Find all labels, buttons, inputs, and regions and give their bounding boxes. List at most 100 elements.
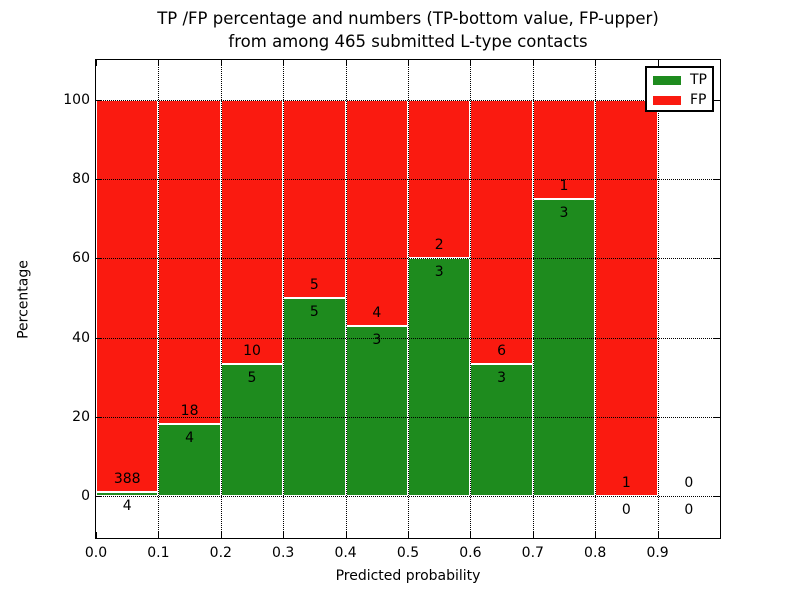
tp-count-label: 0: [621, 502, 631, 518]
fp-count-label: 2: [434, 237, 444, 254]
x-tick-label: 0.4: [334, 545, 357, 561]
x-axis-label: Predicted probability: [335, 568, 481, 584]
legend-entry-FP: FP: [653, 92, 712, 108]
fp-count-label: 6: [497, 343, 507, 359]
y-tick-mark: [96, 258, 102, 260]
x-tick-mark: [532, 532, 534, 538]
gridline-x-0.6: [470, 60, 472, 538]
y-tick-label: 80: [72, 171, 90, 188]
fp-count-label: 4: [372, 305, 382, 322]
bar-fp-0.6-0.7: [470, 100, 533, 364]
plot-area: 388 4 18 4 10 5 5 5 4 3 2 3 6 3 1 3 1 0 0 0: [95, 59, 721, 539]
y-tick-mark: [96, 416, 102, 418]
y-tick-label: 40: [72, 329, 90, 346]
gridline-x-0.5: [408, 60, 409, 538]
tp-count-label: 4: [185, 430, 195, 446]
x-tick-mark: [470, 532, 472, 538]
fp-count-label: 10: [243, 343, 261, 359]
x-tick-mark: [283, 60, 285, 66]
y-tick-label: 100: [63, 92, 90, 108]
x-tick-label: 0.6: [459, 545, 482, 561]
x-tick-mark: [220, 60, 222, 66]
chart-title-line2: from among 465 submitted L-type contacts: [228, 32, 588, 51]
legend-swatch-TP: [653, 75, 681, 85]
legend-label: FP: [690, 92, 707, 108]
y-tick-mark: [714, 416, 720, 418]
gridline-x-0.9: [657, 60, 659, 538]
bar-tp-0.6-0.7: [470, 364, 533, 496]
gridline-x-0.4: [345, 60, 347, 538]
x-tick-mark: [657, 60, 659, 66]
x-tick-label: 0.7: [521, 545, 544, 561]
x-tick-mark: [96, 532, 97, 538]
x-tick-label: 0.0: [84, 545, 108, 561]
tp-count-label: 3: [559, 205, 569, 221]
gridline-x-0.8: [595, 60, 597, 538]
tp-count-label: 0: [684, 502, 694, 518]
x-tick-mark: [595, 60, 597, 66]
x-tick-mark: [408, 60, 409, 66]
fp-count-label: 0: [684, 475, 694, 491]
chart-title: TP /FP percentage and numbers (TP-bottom…: [96, 7, 720, 53]
bar-tp-0.0-0.1: [96, 491, 159, 496]
x-tick-mark: [470, 60, 472, 66]
x-tick-mark: [595, 532, 597, 538]
gridline-x-0.7: [532, 60, 534, 538]
bar-fp-0.0-0.1: [96, 100, 159, 492]
bar-tp-0.3-0.4: [283, 298, 346, 496]
y-tick-label: 20: [72, 408, 90, 425]
gridline-x-0.1: [158, 60, 160, 538]
x-tick-mark: [283, 532, 285, 538]
tp-count-label: 3: [372, 332, 382, 349]
x-tick-mark: [345, 60, 347, 66]
y-tick-label: 0: [81, 488, 90, 504]
legend-swatch-FP: [653, 95, 681, 105]
x-tick-label: 0.1: [147, 545, 170, 561]
y-tick-label: 60: [72, 250, 90, 267]
tp-count-label: 3: [434, 264, 444, 281]
bar-fp-0.3-0.4: [283, 100, 346, 298]
tp-count-label: 3: [497, 370, 507, 386]
tp-count-label: 5: [309, 304, 319, 320]
gridline-x-0.3: [283, 60, 285, 538]
y-tick-mark: [714, 337, 720, 339]
bar-tp-0.1-0.2: [158, 424, 221, 496]
x-tick-mark: [657, 532, 659, 538]
tp-count-label: 5: [247, 370, 257, 386]
y-tick-mark: [96, 496, 102, 497]
y-tick-mark: [714, 496, 720, 497]
legend: TP FP: [645, 66, 714, 112]
y-tick-mark: [96, 337, 102, 339]
legend-label: TP: [690, 72, 707, 88]
x-tick-mark: [408, 532, 409, 538]
legend-entry-TP: TP: [653, 72, 712, 88]
tp-count-label: 4: [122, 497, 132, 514]
bar-fp-0.1-0.2: [158, 100, 221, 424]
chart-title-line1: TP /FP percentage and numbers (TP-bottom…: [157, 9, 659, 28]
x-tick-label: 0.5: [396, 545, 420, 561]
x-tick-mark: [158, 60, 160, 66]
x-tick-label: 0.8: [584, 545, 607, 561]
bar-tp-0.7-0.8: [532, 199, 596, 496]
bar-fp-0.8-0.9: [595, 100, 658, 496]
fp-count-label: 1: [621, 475, 631, 491]
x-tick-mark: [532, 60, 534, 66]
x-tick-label: 0.2: [209, 545, 232, 561]
fp-count-label: 388: [113, 470, 141, 487]
y-tick-mark: [714, 100, 720, 101]
x-tick-label: 0.3: [272, 545, 295, 561]
fp-count-label: 1: [559, 178, 569, 194]
x-tick-mark: [158, 532, 160, 538]
fp-count-label: 5: [309, 277, 319, 293]
y-tick-mark: [714, 179, 720, 181]
bar-tp-0.4-0.5: [345, 326, 408, 496]
y-tick-mark: [96, 100, 102, 101]
x-tick-mark: [345, 532, 347, 538]
x-tick-mark: [96, 60, 97, 66]
y-tick-mark: [96, 179, 102, 181]
bar-tp-0.5-0.6: [408, 258, 471, 496]
y-axis-label: Percentage: [15, 260, 32, 339]
fp-count-label: 18: [180, 403, 199, 419]
bar-fp-0.2-0.3: [220, 100, 284, 364]
